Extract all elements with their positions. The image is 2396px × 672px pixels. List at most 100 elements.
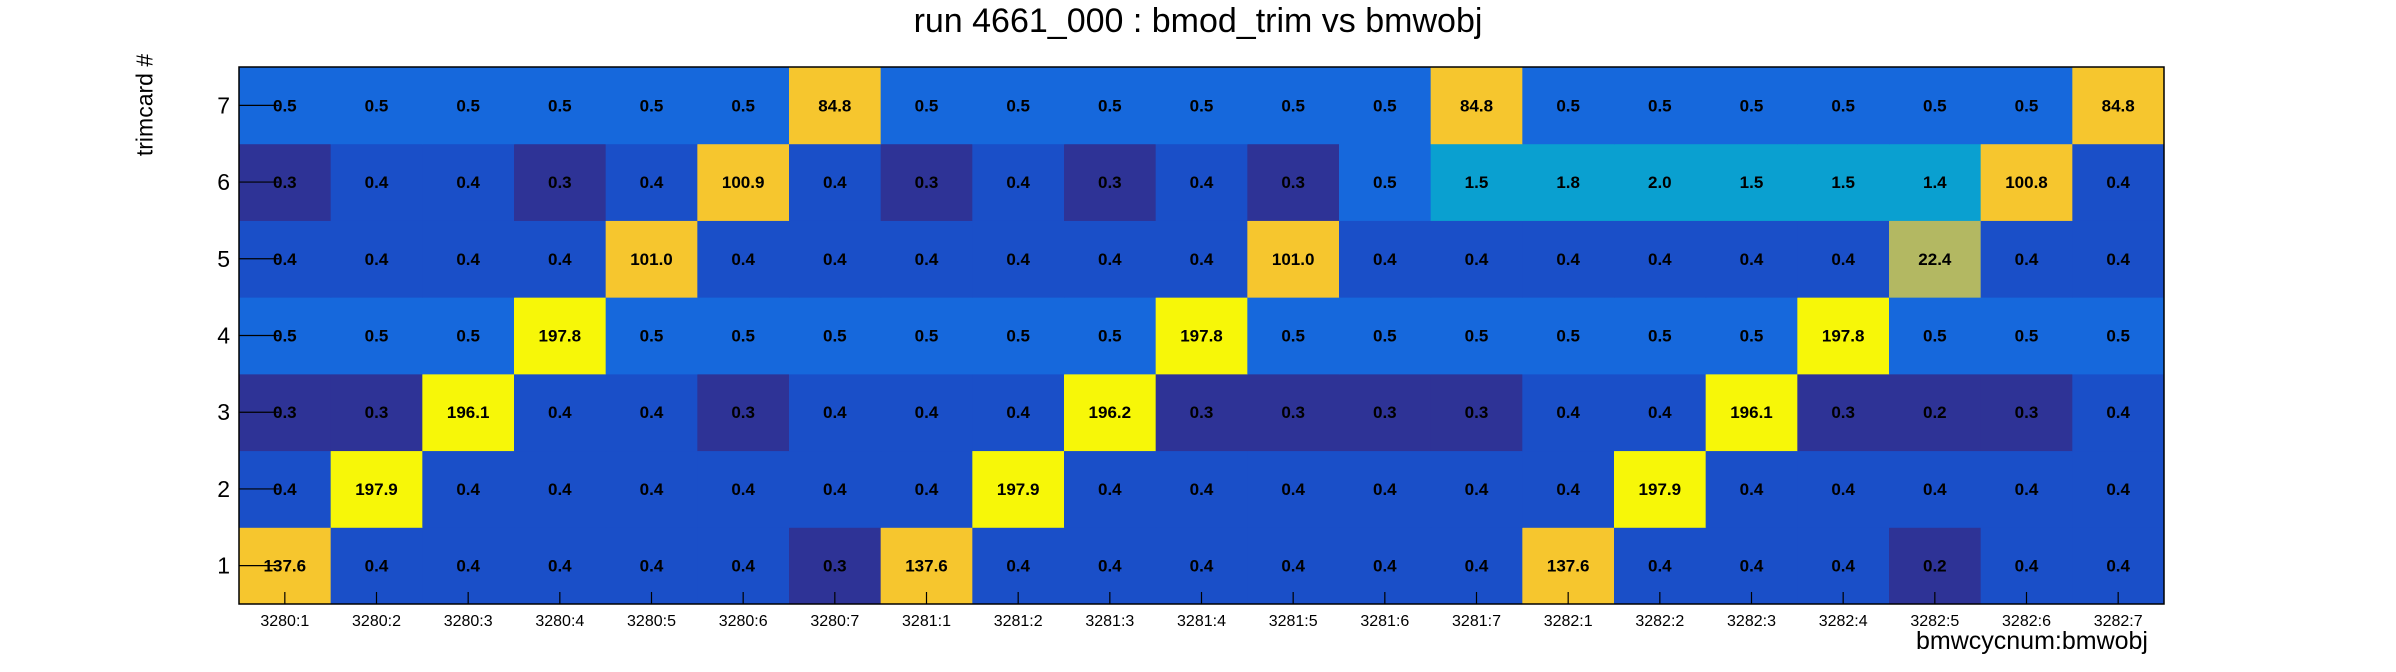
heatmap-cell xyxy=(789,220,882,298)
cell-value-label: 0.5 xyxy=(823,327,847,346)
heatmap-cell xyxy=(972,67,1065,145)
heatmap-cell xyxy=(2072,297,2165,375)
heatmap-cell xyxy=(880,527,973,605)
cell-value-label: 0.3 xyxy=(1831,403,1855,422)
cell-value-label: 0.4 xyxy=(1648,557,1672,576)
heatmap-cell xyxy=(514,143,607,221)
heatmap-cell xyxy=(1339,143,1432,221)
heatmap-cell xyxy=(514,527,607,605)
x-tick-label: 3280:4 xyxy=(535,613,584,630)
heatmap-cell xyxy=(1522,527,1615,605)
heatmap-cell xyxy=(1980,527,2073,605)
heatmap-cell xyxy=(1614,67,1707,145)
cell-value-label: 0.5 xyxy=(1373,173,1397,192)
cell-value-label: 0.3 xyxy=(1190,403,1214,422)
heatmap-cell xyxy=(1705,450,1798,528)
heatmap-cell xyxy=(1339,450,1432,528)
x-tick-label: 3282:1 xyxy=(1544,613,1593,630)
cell-value-label: 197.9 xyxy=(355,480,398,499)
cell-value-label: 0.4 xyxy=(1190,250,1214,269)
cell-value-label: 0.5 xyxy=(548,96,572,115)
cell-value-label: 0.4 xyxy=(731,480,755,499)
y-tick-label: 2 xyxy=(217,476,230,502)
heatmap-cell xyxy=(1155,373,1248,452)
heatmap-cell xyxy=(972,297,1065,375)
cell-value-label: 0.5 xyxy=(915,96,939,115)
heatmap-cell xyxy=(1155,450,1248,528)
heatmap-cell xyxy=(1247,143,1340,221)
cell-value-label: 0.3 xyxy=(273,173,297,192)
cell-value-label: 0.5 xyxy=(1373,96,1397,115)
heatmap-cell xyxy=(330,297,423,375)
y-tick-label: 4 xyxy=(217,323,230,349)
heatmap-cell xyxy=(1155,67,1248,145)
heatmap-cell xyxy=(1247,527,1340,605)
cell-value-label: 0.4 xyxy=(1831,250,1855,269)
cell-value-label: 0.5 xyxy=(2106,327,2130,346)
cell-value-label: 0.3 xyxy=(915,173,939,192)
heatmap-cell xyxy=(1705,373,1798,452)
heatmap-cell xyxy=(330,450,423,528)
heatmap-cell xyxy=(1430,373,1523,452)
cell-value-label: 0.5 xyxy=(1648,327,1672,346)
cell-value-label: 0.4 xyxy=(273,250,297,269)
cell-value-label: 2.0 xyxy=(1648,173,1672,192)
heatmap-cell xyxy=(514,450,607,528)
cell-value-label: 0.5 xyxy=(456,96,480,115)
heatmap-cell xyxy=(972,143,1065,221)
cell-value-label: 0.3 xyxy=(365,403,389,422)
cell-value-label: 0.5 xyxy=(1465,327,1489,346)
cell-value-label: 0.4 xyxy=(1556,480,1580,499)
heatmap-cell xyxy=(605,220,698,298)
cell-value-label: 0.4 xyxy=(2106,480,2130,499)
cell-value-label: 0.5 xyxy=(1190,96,1214,115)
cell-value-label: 137.6 xyxy=(1547,557,1590,576)
heatmap-cell xyxy=(880,67,973,145)
cell-value-label: 0.4 xyxy=(823,173,847,192)
heatmap-cell xyxy=(1064,67,1157,145)
heatmap-cell xyxy=(1889,67,1982,145)
cell-value-label: 84.8 xyxy=(818,96,851,115)
cell-value-label: 0.4 xyxy=(823,403,847,422)
cell-value-label: 0.4 xyxy=(1556,403,1580,422)
cell-value-label: 1.5 xyxy=(1740,173,1764,192)
heatmap-cell xyxy=(1705,67,1798,145)
heatmap-cell xyxy=(1430,527,1523,605)
heatmap-cell xyxy=(1797,297,1890,375)
heatmap-cell xyxy=(697,450,790,528)
cell-value-label: 1.5 xyxy=(1465,173,1489,192)
heatmap-cell xyxy=(789,527,882,605)
cell-value-label: 197.8 xyxy=(539,327,582,346)
cell-value-label: 0.5 xyxy=(1923,327,1947,346)
heatmap-cell xyxy=(1064,450,1157,528)
cell-value-label: 0.5 xyxy=(2015,327,2039,346)
heatmap-cell xyxy=(1522,297,1615,375)
cell-value-label: 101.0 xyxy=(630,250,673,269)
cell-value-label: 0.4 xyxy=(1831,480,1855,499)
cell-value-label: 0.4 xyxy=(1098,557,1122,576)
heatmap-cell xyxy=(880,143,973,221)
cell-value-label: 0.5 xyxy=(1006,327,1030,346)
cell-value-label: 137.6 xyxy=(905,557,948,576)
heatmap-cell xyxy=(972,220,1065,298)
heatmap-cell xyxy=(1522,67,1615,145)
heatmap-cell xyxy=(605,143,698,221)
cell-value-label: 0.3 xyxy=(1373,403,1397,422)
heatmap-cell xyxy=(1064,220,1157,298)
chart-title: run 4661_000 : bmod_trim vs bmwobj xyxy=(913,2,1483,40)
cell-value-label: 0.3 xyxy=(1098,173,1122,192)
cell-value-label: 0.3 xyxy=(1281,403,1305,422)
cell-value-label: 0.5 xyxy=(1098,327,1122,346)
heatmap-cell xyxy=(422,373,515,452)
heatmap-cell xyxy=(1430,220,1523,298)
cell-value-label: 0.4 xyxy=(1006,557,1030,576)
cell-value-label: 0.4 xyxy=(731,557,755,576)
heatmap-cell xyxy=(1064,297,1157,375)
heatmap-cell xyxy=(330,143,423,221)
x-tick-label: 3282:3 xyxy=(1727,613,1776,630)
cell-value-label: 84.8 xyxy=(1460,96,1493,115)
cell-value-label: 0.5 xyxy=(1556,96,1580,115)
heatmap-cell xyxy=(1064,373,1157,452)
heatmap-cell xyxy=(880,450,973,528)
heatmap-cell xyxy=(1705,143,1798,221)
